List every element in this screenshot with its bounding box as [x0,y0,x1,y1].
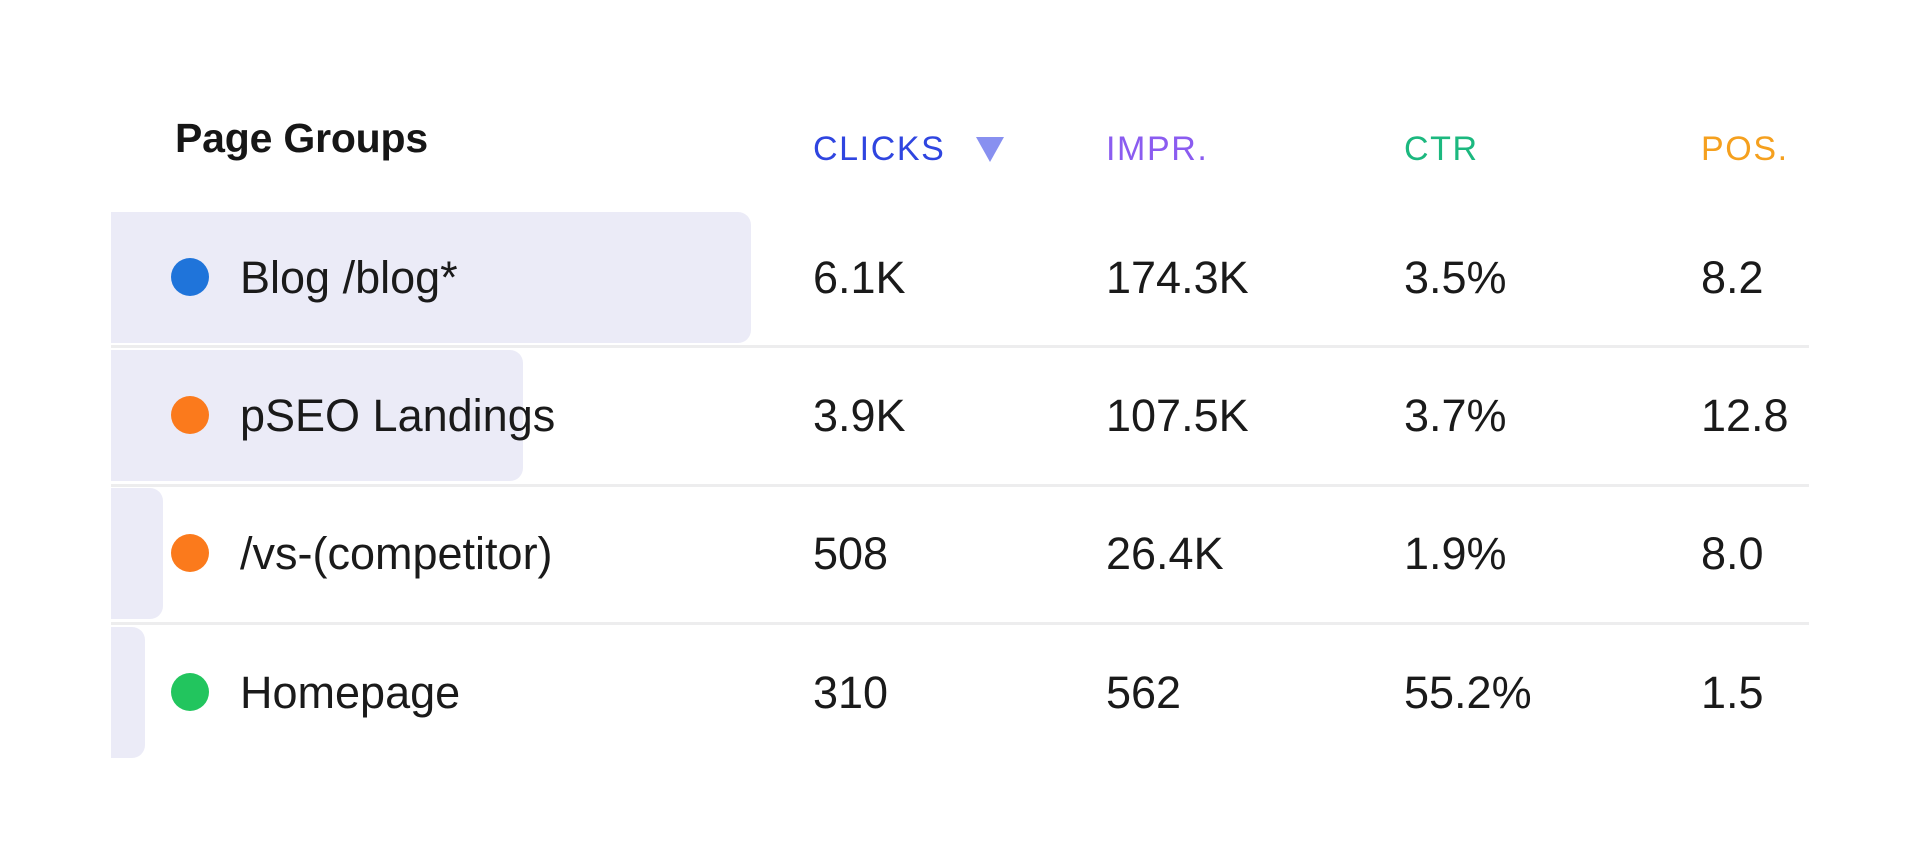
group-name: /vs-(competitor) [240,528,553,579]
group-name: pSEO Landings [240,390,556,441]
clicks-share-bar [111,212,751,343]
group-color-dot-icon [171,673,209,711]
cell-clicks: 6.1K [813,252,906,303]
row-divider [111,345,1809,348]
table-row[interactable]: /vs-(competitor) 508 26.4K 1.9% 8.0 [111,488,1809,619]
cell-impressions: 174.3K [1106,252,1249,303]
cell-ctr: 3.7% [1404,390,1507,441]
cell-position: 12.8 [1701,390,1789,441]
column-header-impressions[interactable]: IMPR. [1106,130,1208,168]
row-divider [111,622,1809,625]
group-color-dot-icon [171,258,209,296]
cell-ctr: 55.2% [1404,667,1532,718]
sort-desc-triangle-icon[interactable] [976,136,1005,162]
cell-ctr: 3.5% [1404,252,1507,303]
column-header-clicks-label: CLICKS [813,130,946,168]
cell-impressions: 562 [1106,667,1182,718]
group-name: Blog /blog* [240,252,458,303]
row-divider [111,484,1809,487]
table-row[interactable]: Homepage 310 562 55.2% 1.5 [111,627,1809,758]
cell-clicks: 310 [813,667,889,718]
column-header-ctr-label: CTR [1404,130,1479,168]
group-color-dot-icon [171,534,209,572]
column-header-impressions-label: IMPR. [1106,130,1209,168]
column-header-position[interactable]: POS. [1701,130,1789,168]
cell-position: 1.5 [1701,667,1764,718]
group-color-dot-icon [171,396,209,434]
column-header-clicks[interactable]: CLICKS [813,130,1005,168]
table-row[interactable]: pSEO Landings 3.9K 107.5K 3.7% 12.8 [111,350,1809,481]
clicks-share-bar [111,488,163,619]
cell-ctr: 1.9% [1404,528,1507,579]
cell-clicks: 508 [813,528,889,579]
cell-impressions: 26.4K [1106,528,1224,579]
column-header-position-label: POS. [1701,130,1789,168]
clicks-share-bar [111,627,145,758]
group-name: Homepage [240,667,461,718]
cell-impressions: 107.5K [1106,390,1249,441]
page-title: Page Groups [175,115,428,161]
cell-position: 8.0 [1701,528,1764,579]
cell-position: 8.2 [1701,252,1764,303]
cell-clicks: 3.9K [813,390,906,441]
table-row[interactable]: Blog /blog* 6.1K 174.3K 3.5% 8.2 [111,212,1809,343]
column-header-ctr[interactable]: CTR [1404,130,1479,168]
